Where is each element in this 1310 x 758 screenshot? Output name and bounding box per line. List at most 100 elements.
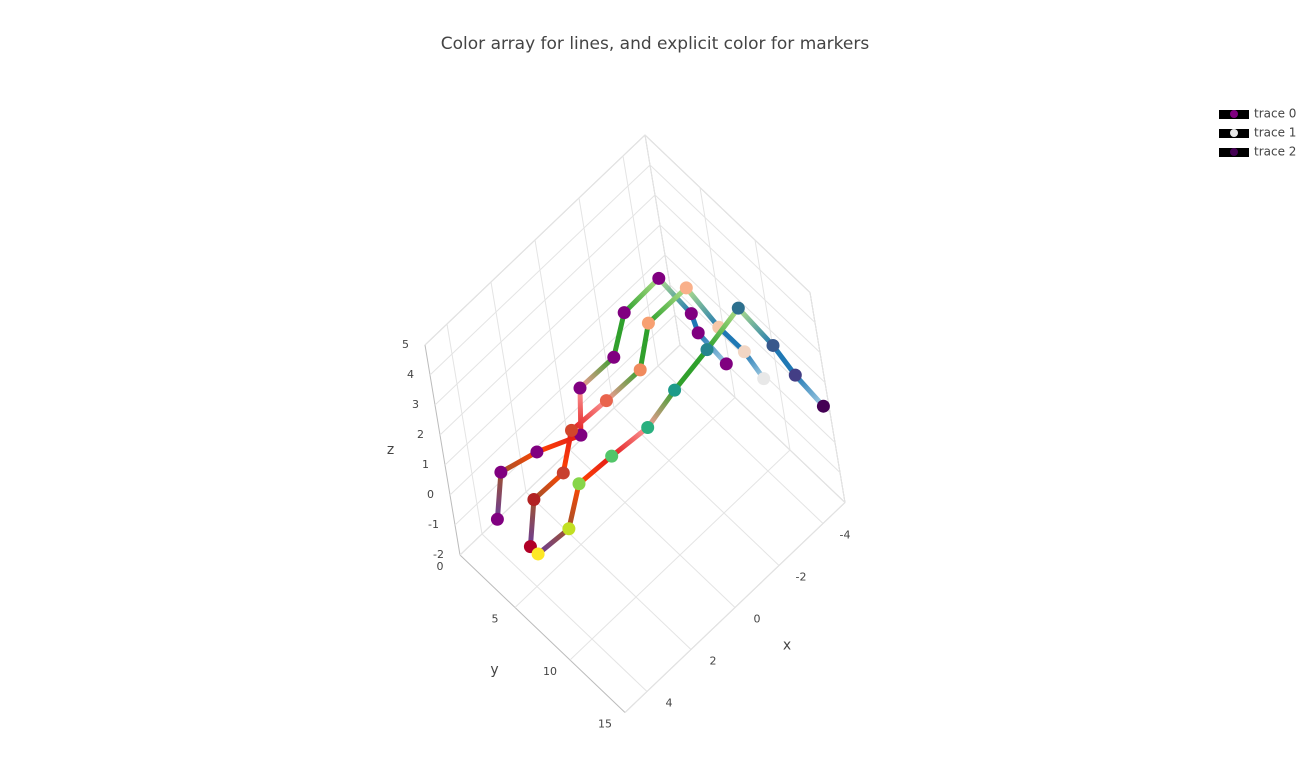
grid-line [809,292,846,503]
line-segment [498,449,540,475]
marker [679,281,693,295]
line-segment [494,469,504,522]
x-tick-label: 0 [754,613,761,626]
marker [737,345,751,359]
legend-marker [1230,129,1238,137]
grid-line [657,365,824,524]
grid-line [490,281,527,493]
z-tick-label: 2 [417,428,424,441]
marker [607,350,621,364]
y-tick-label: 15 [598,718,612,731]
marker [490,512,504,526]
line-segment [531,470,566,502]
legend-marker [1230,110,1238,118]
grid-line [434,194,656,406]
marker [565,423,578,437]
marker [641,316,655,330]
line-segment [611,310,627,360]
grid-line [446,323,483,535]
grid-line [525,491,692,650]
line-segment [645,387,678,430]
chart-title: Color array for lines, and explicit colo… [441,34,870,54]
line-segment [645,285,689,326]
line-segment [672,347,710,393]
marker [719,357,733,371]
marker [530,445,544,459]
y-axis-title: y [490,662,498,678]
grid-line [644,134,681,346]
marker [766,338,780,352]
marker [573,381,587,395]
marker [700,343,714,357]
line-segment [566,481,582,532]
marker [605,449,619,463]
marker [731,301,745,315]
legend-marker [1230,148,1238,156]
y-tick-label: 5 [492,613,499,626]
line-segment [560,427,574,476]
grid-line [654,194,821,353]
x-tick-label: 4 [666,697,673,710]
grid-line [449,284,671,496]
grid-line [454,314,676,526]
line-segment [535,526,572,557]
marker [562,522,576,536]
marker [617,306,631,320]
grid-line [439,224,661,436]
y-tick-label: 0 [437,560,444,573]
marker [572,477,586,491]
marker [668,383,682,397]
marker [816,399,830,413]
x-tick-label: -2 [796,571,807,584]
line-segment [637,320,651,373]
axis-edge [459,554,626,713]
line-segment [704,305,741,353]
axis-edge [424,344,461,556]
grid-line [424,134,646,346]
grid-line [644,134,811,293]
grid-line [569,449,736,608]
legend-label: trace 2 [1254,145,1296,159]
grid-line [578,197,615,409]
z-tick-label: 0 [427,488,434,501]
grid-line [679,344,846,503]
line-segment [792,372,826,409]
line-segment [577,354,617,391]
z-tick-label: -1 [428,518,439,531]
marker [652,271,666,285]
marker [527,493,541,506]
grid-line [481,533,648,692]
line-segment [603,367,643,404]
legend-label: trace 1 [1254,126,1296,140]
marker [691,326,705,340]
z-tick-label: 4 [407,368,414,381]
z-tick-label: 3 [412,398,419,411]
line-segment [683,285,722,330]
grid-line [514,397,736,608]
grid-line [429,164,651,376]
legend-label: trace 0 [1254,107,1296,121]
line-segment [621,275,662,316]
grid-line [534,239,571,451]
line-segment [576,453,615,487]
x-axis-title: x [783,638,791,654]
grid-line [444,254,666,466]
line-segment [577,385,584,438]
marker [556,466,570,480]
grid-line [649,164,816,323]
x-tick-label: -4 [840,529,851,542]
line-segment [534,432,584,455]
marker [757,372,771,386]
marker [633,363,647,377]
marker [641,421,655,434]
line-segment [527,497,537,550]
line-segment [609,425,651,459]
marker [531,547,545,561]
marker [599,394,613,408]
grid-line [624,502,846,713]
grid-line [569,449,791,661]
line-segment [735,305,776,348]
marker [494,465,508,479]
z-tick-label: 1 [422,458,429,471]
